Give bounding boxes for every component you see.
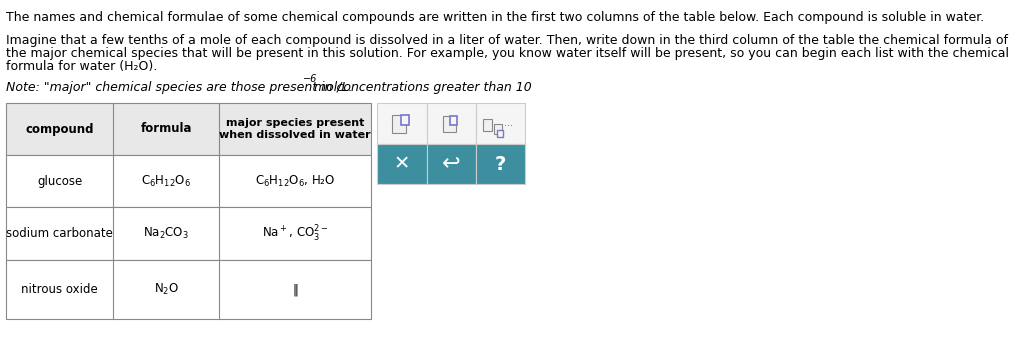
Text: $\mathregular{N_2O}$: $\mathregular{N_2O}$ xyxy=(154,282,179,297)
Bar xyxy=(6,103,371,155)
Text: $\mathregular{Na_2CO_3}$: $\mathregular{Na_2CO_3}$ xyxy=(143,226,189,241)
Bar xyxy=(401,115,409,124)
Text: −6: −6 xyxy=(303,74,317,84)
Text: sodium carbonate: sodium carbonate xyxy=(6,227,113,240)
Text: ✕: ✕ xyxy=(394,155,411,174)
Bar xyxy=(427,103,476,144)
Text: formula for water (H₂O).: formula for water (H₂O). xyxy=(6,60,158,73)
Text: glucose: glucose xyxy=(37,175,82,187)
Text: nitrous oxide: nitrous oxide xyxy=(22,283,98,296)
Bar xyxy=(476,144,525,184)
Bar xyxy=(6,260,371,319)
Bar xyxy=(451,116,458,124)
Text: ?: ? xyxy=(495,155,506,174)
Text: major species present
when dissolved in water: major species present when dissolved in … xyxy=(219,118,371,140)
Text: ‖: ‖ xyxy=(292,283,298,296)
Text: formula: formula xyxy=(140,122,191,136)
Text: Imagine that a few tenths of a mole of each compound is dissolved in a liter of : Imagine that a few tenths of a mole of e… xyxy=(6,34,1009,47)
Bar xyxy=(378,144,427,184)
Text: $\mathregular{C_6H_{12}O_6}$, H₂O: $\mathregular{C_6H_{12}O_6}$, H₂O xyxy=(255,174,336,188)
Text: compound: compound xyxy=(26,122,94,136)
Text: ↩: ↩ xyxy=(442,154,461,174)
Text: Na$^+$, CO$_3^{2-}$: Na$^+$, CO$_3^{2-}$ xyxy=(262,223,329,243)
Text: Note: "major" chemical species are those present in concentrations greater than : Note: "major" chemical species are those… xyxy=(6,81,532,94)
Bar xyxy=(427,144,476,184)
Text: mol/L.: mol/L. xyxy=(310,81,352,94)
Text: The names and chemical formulae of some chemical compounds are written in the fi: The names and chemical formulae of some … xyxy=(6,11,984,24)
Bar xyxy=(443,116,456,132)
Bar xyxy=(498,129,503,137)
Text: $\mathregular{C_6H_{12}O_6}$: $\mathregular{C_6H_{12}O_6}$ xyxy=(141,174,191,188)
Bar xyxy=(378,103,427,144)
Bar xyxy=(483,119,493,131)
Bar xyxy=(392,115,406,133)
Bar xyxy=(476,103,525,144)
Text: ...: ... xyxy=(505,119,513,128)
Bar xyxy=(6,207,371,260)
Bar xyxy=(6,155,371,207)
Text: the major chemical species that will be present in this solution. For example, y: the major chemical species that will be … xyxy=(6,47,1010,60)
Bar xyxy=(494,123,502,134)
